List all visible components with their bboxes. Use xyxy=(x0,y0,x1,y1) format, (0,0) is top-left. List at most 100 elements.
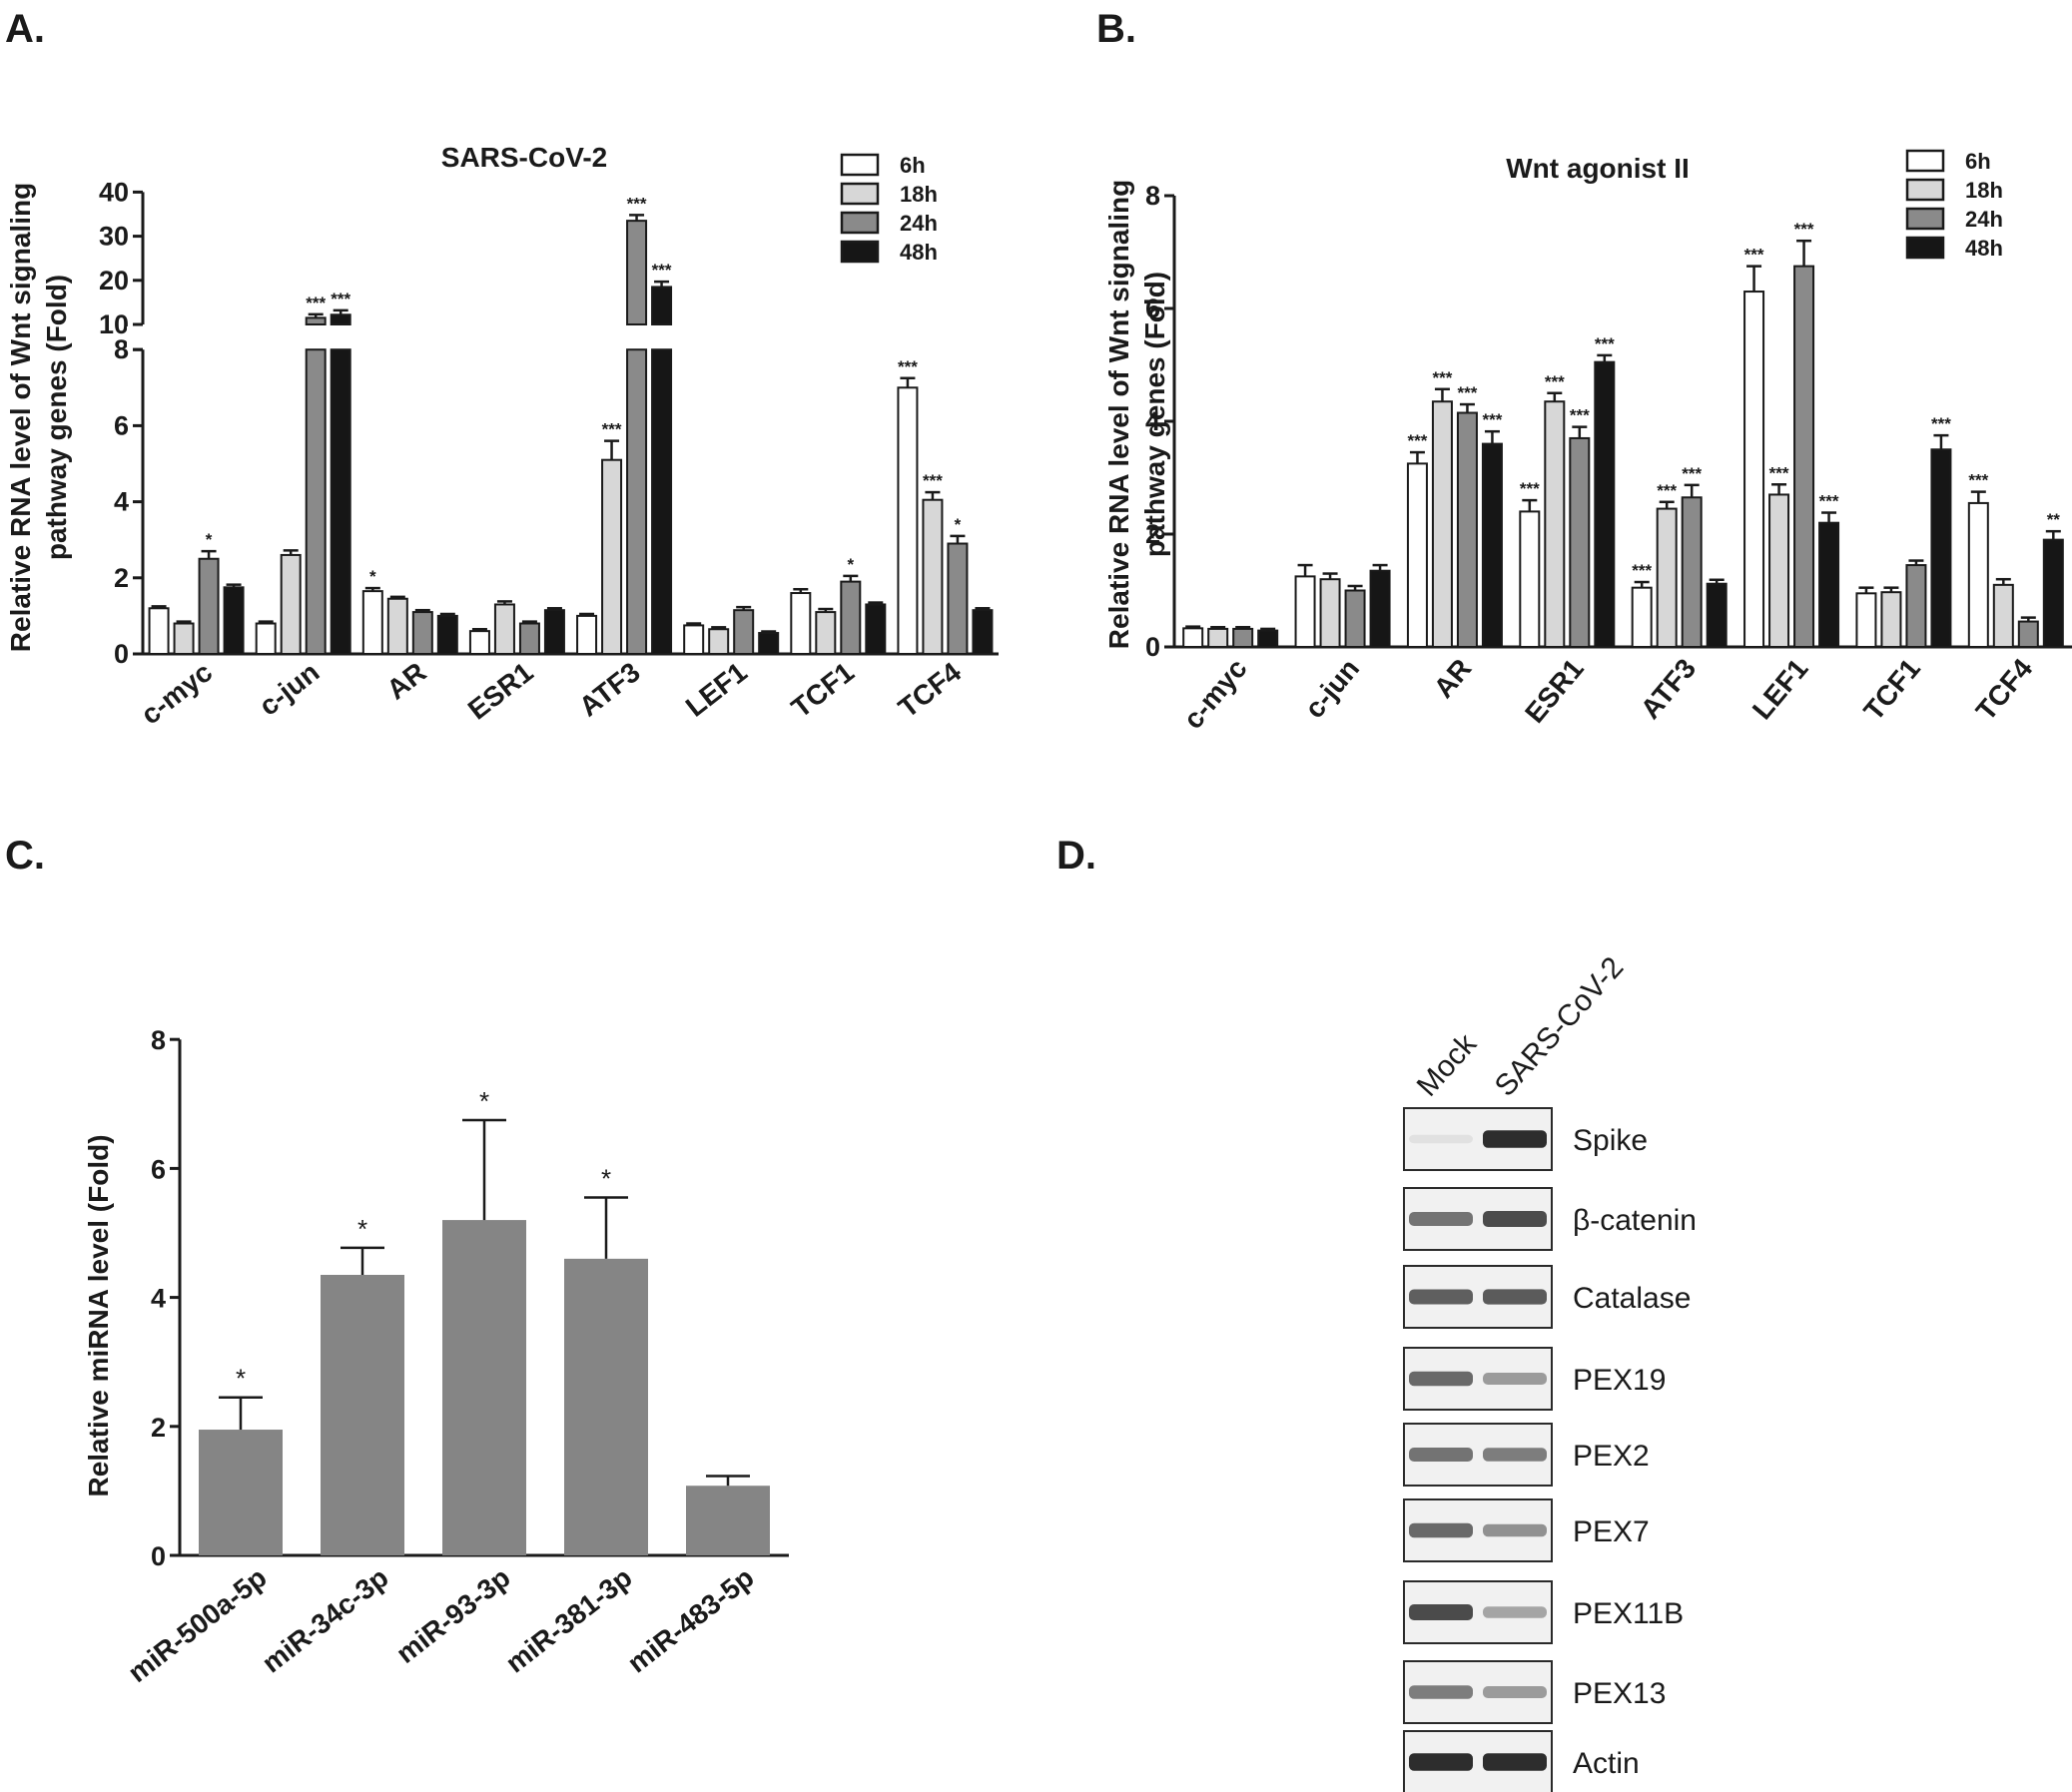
bar-c-jun-18h xyxy=(1319,578,1341,649)
x-tick-label: miR-483-5p xyxy=(622,1561,760,1678)
legend-swatch-24h xyxy=(840,211,880,235)
bar-atf3-48h xyxy=(651,348,673,655)
legend-swatch-18h xyxy=(840,182,880,206)
western-blot-d: Mock SARS-CoV-2 Spike β-catenin Catalase PEX1… xyxy=(1403,950,1697,1792)
bar-c-myc-18h xyxy=(1207,627,1229,648)
blot-row-pex13: PEX13 xyxy=(1403,1660,1666,1724)
x-tick-label: ESR1 xyxy=(1519,653,1590,729)
bar-esr1-24h xyxy=(1569,436,1591,649)
legend-swatch-6h xyxy=(840,153,880,177)
y-tick-label: 4 xyxy=(151,1284,166,1314)
significance-label: * xyxy=(369,567,376,586)
significance-label: *** xyxy=(1682,464,1702,483)
x-tick-label: LEF1 xyxy=(680,656,753,723)
significance-label: *** xyxy=(1657,481,1677,500)
legend-swatch-18h xyxy=(1905,178,1945,202)
bar-mir-34c-3p xyxy=(321,1274,404,1555)
significance-label: *** xyxy=(1769,463,1789,482)
bar-c-jun-6h xyxy=(255,622,277,656)
panel-label-d: D. xyxy=(1056,834,1096,878)
bar-c-myc-24h xyxy=(198,557,220,655)
bar-esr1-18h xyxy=(493,603,515,655)
bar-atf3-18h xyxy=(601,458,623,655)
panel-label-c: C. xyxy=(5,834,45,878)
bar-c-myc-24h xyxy=(1232,627,1254,648)
significance-label: * xyxy=(848,555,855,574)
bar-atf3-6h xyxy=(1631,586,1653,648)
band-sars-cov-2 xyxy=(1483,1753,1547,1771)
blot-label: Actin xyxy=(1573,1747,1640,1780)
significance-label: *** xyxy=(1794,220,1814,239)
bar-c-jun-24h xyxy=(305,348,327,655)
bar-tcf1-24h xyxy=(840,580,862,655)
bar-lef1-24h xyxy=(733,609,755,655)
y-tick-label: 30 xyxy=(99,222,129,252)
significance-label: *** xyxy=(1819,492,1839,511)
bar-c-myc-18h xyxy=(173,622,195,656)
bar-ar-24h xyxy=(411,611,433,656)
bar-lef1-6h xyxy=(683,624,705,655)
significance-label: *** xyxy=(652,261,672,280)
band-sars-cov-2 xyxy=(1483,1373,1547,1385)
y-tick-label: 6 xyxy=(151,1154,166,1184)
bar-mir-381-3p xyxy=(564,1258,648,1555)
panel-label-b: B. xyxy=(1096,7,1136,51)
blot-row-actin: Actin xyxy=(1403,1730,1640,1792)
bar-ar-18h xyxy=(386,597,408,656)
y-tick-label: 0 xyxy=(151,1541,166,1571)
y-tick-label: 8 xyxy=(151,1025,166,1055)
bar-ar-48h xyxy=(436,614,458,656)
legend-swatch-24h xyxy=(1905,207,1945,231)
y-tick-label: 10 xyxy=(99,309,129,339)
bar-tcf1-18h xyxy=(1880,591,1902,649)
band-sars-cov-2 xyxy=(1483,1448,1547,1462)
bar-tcf1-48h xyxy=(865,603,887,655)
legend-label-18h: 18h xyxy=(1965,178,2003,203)
y-axis-label: Relative miRNA level (Fold) xyxy=(83,1134,114,1496)
bar-tcf4-18h xyxy=(1992,583,2014,648)
x-tick-label: miR-500a-5p xyxy=(122,1561,272,1688)
x-tick-label: miR-34c-3p xyxy=(257,1561,394,1678)
chart-b: Wnt agonist II Relative RNA level of Wnt … xyxy=(1103,149,2072,735)
significance-label: *** xyxy=(1458,383,1478,402)
bar-esr1-48h xyxy=(1594,360,1616,648)
band-mock xyxy=(1409,1134,1473,1144)
y-tick-label: 6 xyxy=(114,410,129,440)
significance-label: *** xyxy=(1595,334,1615,353)
bar-tcf1-48h xyxy=(1930,448,1952,648)
y-tick-label: 40 xyxy=(99,177,129,207)
legend-label-6h: 6h xyxy=(1965,149,1991,174)
significance-label: *** xyxy=(1968,471,1988,490)
band-sars-cov-2 xyxy=(1483,1523,1547,1537)
band-sars-cov-2 xyxy=(1483,1686,1547,1698)
blot-row-pex7: PEX7 xyxy=(1403,1498,1650,1562)
blot-row-pex19: PEX19 xyxy=(1403,1347,1666,1411)
bar-c-jun-6h xyxy=(1294,575,1316,648)
axis-break-gap xyxy=(127,326,826,348)
bar-tcf4-48h xyxy=(2042,538,2064,649)
significance-label: *** xyxy=(923,471,943,490)
y-tick-label: 4 xyxy=(1145,406,1160,436)
bar-c-jun-18h xyxy=(280,553,302,655)
legend-swatch-48h xyxy=(1905,236,1945,260)
x-tick-label: miR-93-3p xyxy=(390,1561,516,1669)
bar-atf3-24h xyxy=(1681,496,1703,648)
bar-ar-6h xyxy=(361,590,383,656)
bar-tcf4-18h xyxy=(922,498,944,655)
significance-label: * xyxy=(357,1214,367,1244)
blot-label: Spike xyxy=(1573,1124,1648,1157)
legend-label-6h: 6h xyxy=(900,153,926,178)
lane-label-sars-cov-2: SARS-CoV-2 xyxy=(1489,950,1631,1102)
bar-tcf1-6h xyxy=(790,592,812,655)
bar-esr1-18h xyxy=(1544,400,1566,648)
y-tick-label: 6 xyxy=(1145,294,1160,323)
bar-lef1-18h xyxy=(1768,493,1790,649)
bar-ar-48h xyxy=(1481,442,1503,648)
band-sars-cov-2 xyxy=(1483,1211,1547,1227)
band-sars-cov-2 xyxy=(1483,1130,1547,1148)
legend-label-24h: 24h xyxy=(900,211,938,236)
significance-label: *** xyxy=(1483,410,1503,429)
x-tick-label: ESR1 xyxy=(462,656,539,725)
bar-c-myc-48h xyxy=(223,586,245,656)
